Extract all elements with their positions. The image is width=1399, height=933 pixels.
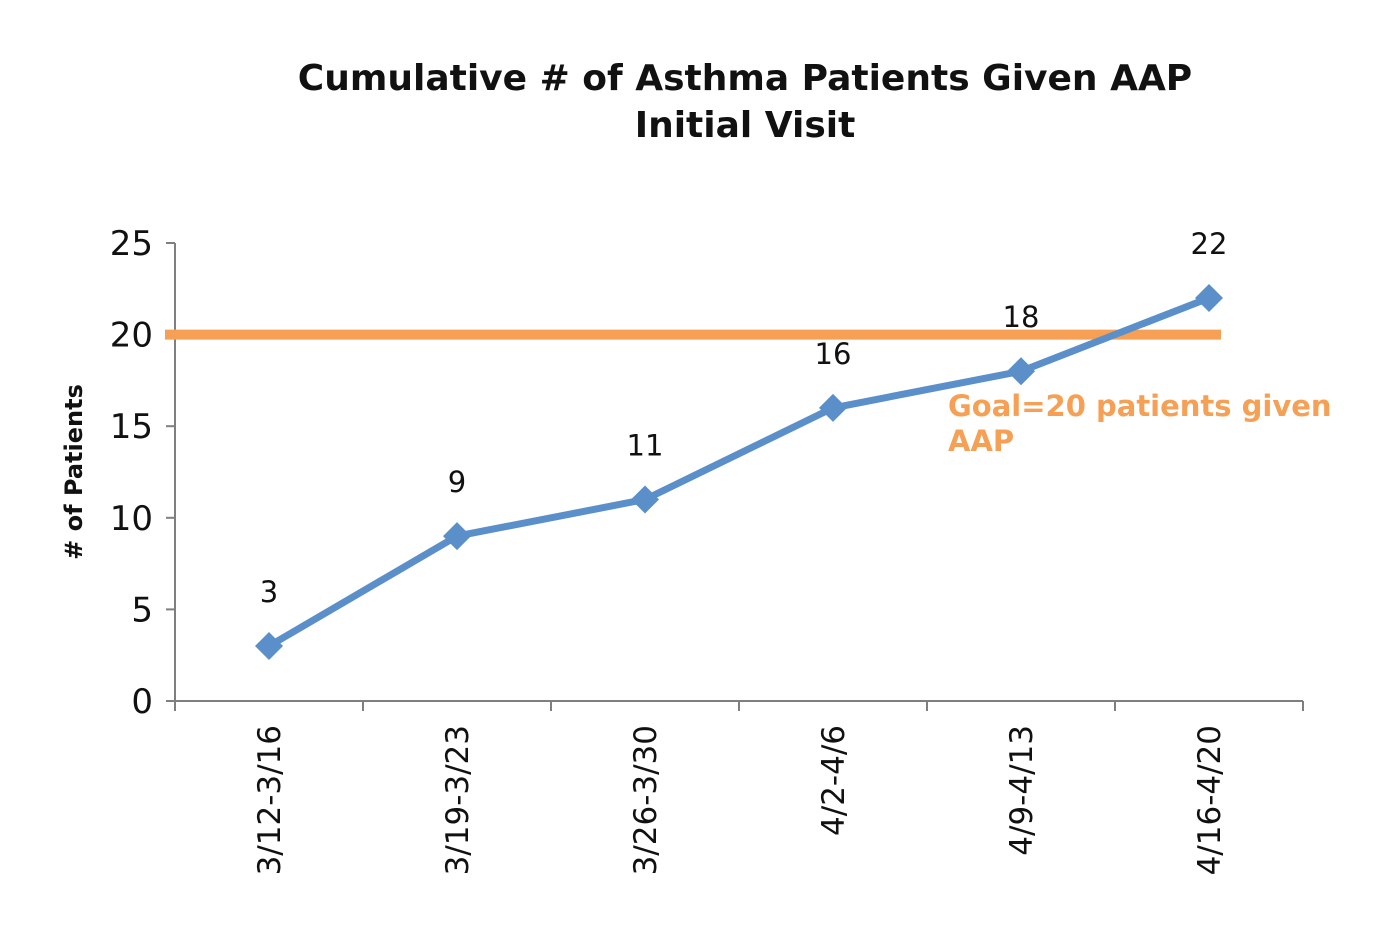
chart-title-line-2: Initial Visit <box>635 105 856 146</box>
x-tick-label: 3/26-3/30 <box>628 725 664 875</box>
x-tick-label: 4/2-4/6 <box>816 725 852 836</box>
x-tick-label: 3/19-3/23 <box>440 725 476 875</box>
series-line <box>265 294 1213 650</box>
chart-title-line-1: Cumulative # of Asthma Patients Given AA… <box>298 58 1192 99</box>
x-tick-label: 3/12-3/16 <box>252 725 288 875</box>
y-tick-label: 5 <box>131 590 153 630</box>
x-tick-label: 4/9-4/13 <box>1004 725 1040 856</box>
y-tick-label: 25 <box>110 224 153 264</box>
y-tick-label: 0 <box>131 682 153 722</box>
data-label: 3 <box>260 575 278 609</box>
y-tick-label: 15 <box>110 407 153 447</box>
series-group <box>255 283 1223 661</box>
data-point-marker <box>1195 283 1223 312</box>
data-label: 11 <box>627 428 664 462</box>
data-point-marker <box>443 522 471 551</box>
data-point-marker <box>255 632 283 661</box>
goal-annotation-line: Goal=20 patients given <box>948 389 1332 423</box>
data-label: 18 <box>1003 300 1040 334</box>
data-label: 16 <box>815 337 852 371</box>
y-axis-title: # of Patients <box>60 384 88 560</box>
axes: 0 5 10 15 20 25 3/12-3/16 3/19-3/23 3/26-3/30 4/2… <box>110 224 1304 875</box>
data-label: 9 <box>448 465 466 499</box>
y-tick-label: 20 <box>110 316 153 356</box>
data-point-marker <box>1007 357 1035 386</box>
data-point-marker <box>631 485 659 514</box>
data-label: 22 <box>1191 227 1228 261</box>
label-group: 3 9 11 16 18 22 <box>260 227 1228 609</box>
y-tick-label: 10 <box>110 499 153 539</box>
x-tick-label: 4/16-4/20 <box>1192 725 1228 875</box>
data-point-marker <box>819 393 847 422</box>
goal-annotation-line: AAP <box>948 424 1014 458</box>
